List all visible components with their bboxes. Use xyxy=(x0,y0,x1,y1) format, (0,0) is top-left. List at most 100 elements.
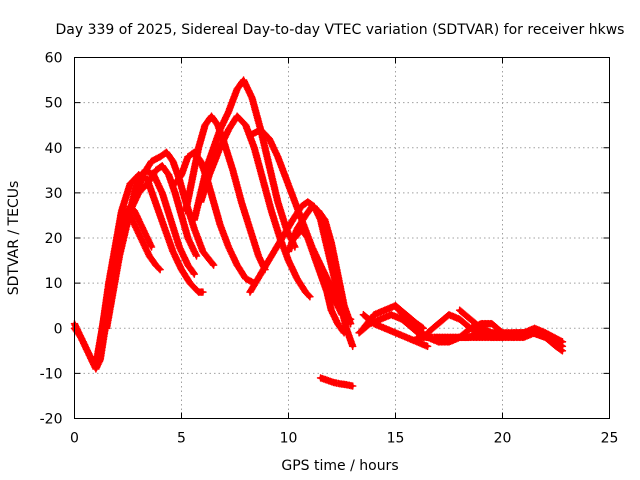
data-point xyxy=(490,331,494,335)
data-point xyxy=(143,231,147,236)
data-point xyxy=(250,96,254,100)
data-point xyxy=(186,263,190,267)
data-point xyxy=(310,204,314,209)
data-point xyxy=(428,335,432,339)
data-point xyxy=(186,236,190,240)
x-tick-label: 10 xyxy=(280,431,298,447)
series-pass-13 xyxy=(284,202,355,328)
data-point xyxy=(383,326,387,330)
data-point xyxy=(383,308,387,312)
data-point xyxy=(440,335,445,339)
data-point xyxy=(348,322,353,326)
x-tick-label: 25 xyxy=(601,431,619,447)
data-point xyxy=(276,155,280,159)
data-point xyxy=(188,281,192,285)
data-point xyxy=(184,209,188,213)
data-point xyxy=(284,177,288,181)
data-point xyxy=(197,146,201,150)
series-pass-14 xyxy=(291,225,348,337)
data-point xyxy=(458,308,462,312)
x-tick-label: 20 xyxy=(494,431,512,447)
data-point xyxy=(179,267,184,272)
data-point xyxy=(325,378,329,382)
data-point xyxy=(158,213,162,218)
data-point xyxy=(299,227,303,231)
data-point xyxy=(404,317,408,321)
data-point xyxy=(533,326,537,330)
data-point xyxy=(415,335,419,339)
data-point xyxy=(372,313,376,317)
data-point xyxy=(218,222,222,227)
data-point xyxy=(149,159,154,163)
data-point xyxy=(94,362,98,366)
data-point xyxy=(256,254,261,258)
data-point xyxy=(152,195,156,199)
data-point xyxy=(372,322,376,326)
data-point xyxy=(554,344,558,348)
data-point xyxy=(357,331,361,335)
data-point xyxy=(336,322,340,326)
data-point xyxy=(158,267,162,272)
data-point xyxy=(119,236,124,240)
data-point xyxy=(436,340,440,344)
data-point xyxy=(342,331,346,335)
data-point xyxy=(316,209,321,213)
data-point xyxy=(231,168,235,172)
data-point xyxy=(160,191,164,195)
data-point xyxy=(128,182,132,186)
data-point xyxy=(479,326,483,330)
data-point xyxy=(199,200,203,204)
data-point xyxy=(468,326,472,330)
series-pass-24 xyxy=(455,306,567,346)
data-point xyxy=(235,87,239,91)
x-tick-label: 15 xyxy=(387,431,405,447)
data-point xyxy=(331,380,336,384)
data-point xyxy=(212,146,216,150)
y-tick-label: 40 xyxy=(45,141,63,157)
data-point xyxy=(203,123,207,127)
data-point xyxy=(137,218,141,222)
data-point xyxy=(171,159,175,163)
data-point xyxy=(248,290,252,294)
data-point xyxy=(261,177,265,181)
data-point xyxy=(248,227,252,231)
data-point xyxy=(319,272,323,276)
data-point xyxy=(212,263,216,267)
data-point xyxy=(226,245,231,249)
data-point xyxy=(218,146,222,150)
data-point xyxy=(244,277,248,281)
data-point xyxy=(134,227,139,231)
plot-frame xyxy=(74,57,610,419)
data-point xyxy=(164,231,169,236)
data-point xyxy=(458,335,462,339)
data-point xyxy=(293,200,297,204)
chart-title: Day 339 of 2025, Sidereal Day-to-day VTE… xyxy=(56,22,625,38)
data-point xyxy=(226,128,231,132)
data-point xyxy=(299,204,303,209)
data-point xyxy=(259,272,263,276)
data-point xyxy=(167,173,171,177)
data-point xyxy=(226,110,231,114)
data-point xyxy=(111,290,115,294)
data-point xyxy=(119,209,124,213)
data-point xyxy=(329,240,333,245)
data-point xyxy=(325,245,329,249)
data-point xyxy=(490,322,494,326)
data-point xyxy=(199,159,203,163)
data-point xyxy=(560,349,565,353)
data-point xyxy=(192,227,196,231)
data-point xyxy=(276,200,280,204)
data-point xyxy=(361,313,365,317)
series-pass-18 xyxy=(359,310,432,351)
data-point xyxy=(201,249,205,254)
data-point xyxy=(197,290,201,294)
data-point xyxy=(154,168,158,172)
data-point xyxy=(252,146,256,150)
y-tick-label: 60 xyxy=(45,51,63,67)
data-point xyxy=(154,263,158,267)
data-point xyxy=(239,200,244,204)
data-point xyxy=(85,349,89,353)
data-point xyxy=(295,277,299,281)
data-point xyxy=(327,281,331,285)
tick-labels: 0 5 10 15 20 25 -20 -10 0 10 20 30 40 50 60 xyxy=(40,51,619,447)
